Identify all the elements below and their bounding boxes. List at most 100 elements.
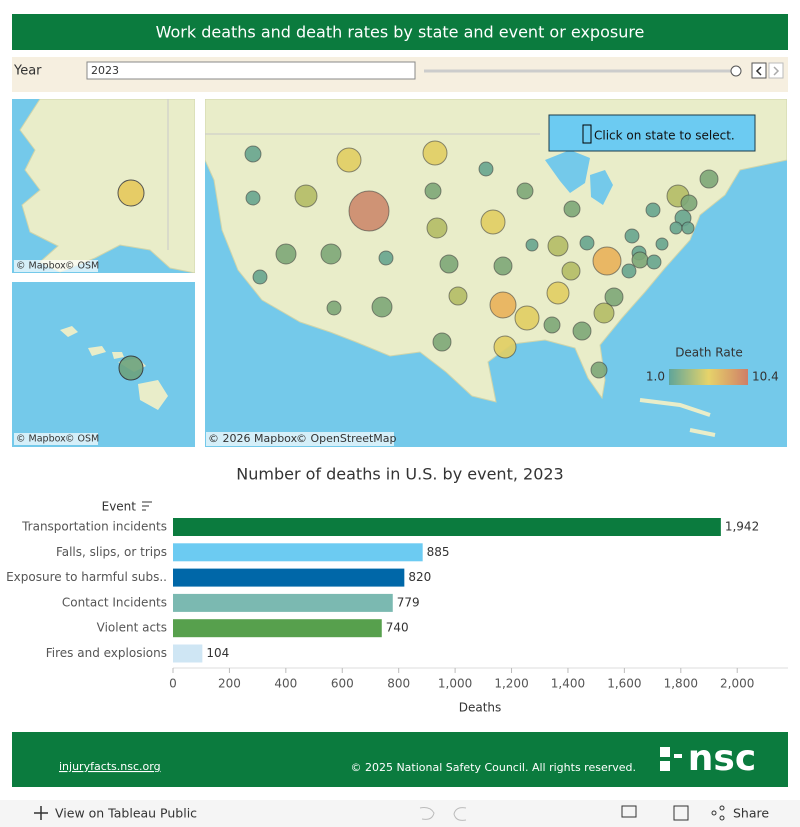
state-bubble (516, 182, 534, 200)
y-axis-title: Event (102, 500, 137, 514)
state-bubble (561, 261, 581, 281)
state-bubble (275, 243, 297, 265)
legend-title: Death Rate (675, 346, 743, 360)
share-button[interactable]: Share (733, 806, 769, 821)
state-bubble (547, 235, 569, 257)
year-value: 2023 (91, 64, 119, 77)
state-bubble (543, 316, 561, 334)
y-tick-label: Falls, slips, or trips (56, 545, 167, 559)
state-bubble (348, 190, 390, 232)
state-bubble (655, 237, 669, 251)
state-bubble (252, 269, 268, 285)
year-dropdown[interactable] (86, 61, 416, 80)
footer-logo: nsc (688, 738, 756, 779)
y-tick-label: Violent acts (97, 621, 167, 635)
state-bubble (426, 217, 448, 239)
y-tick-label: Exposure to harmful subs.. (6, 570, 167, 584)
next-button[interactable] (768, 62, 784, 79)
y-tick-label: Contact Incidents (62, 595, 167, 609)
x-tick-label: 1,800 (664, 677, 698, 691)
bar (173, 593, 393, 612)
x-tick-label: 1,400 (551, 677, 585, 691)
state-bubble (680, 194, 698, 212)
state-bubble (593, 302, 615, 324)
x-tick-label: 400 (274, 677, 297, 691)
value-label: 104 (206, 646, 229, 660)
map-credit: © OpenStreetMap (296, 432, 397, 445)
state-bubble (439, 254, 459, 274)
x-tick-label: 1,600 (607, 677, 641, 691)
state-bubble (604, 287, 624, 307)
legend-max: 10.4 (752, 370, 779, 384)
state-bubble (590, 361, 608, 379)
view-on-public[interactable]: View on Tableau Public (55, 806, 197, 821)
state-bubble (645, 202, 661, 218)
state-bubble (681, 221, 695, 235)
header-bar (12, 14, 788, 50)
footer-link[interactable]: injuryfacts.nsc.org (59, 760, 161, 773)
state-bubble (448, 286, 468, 306)
filter-label: Year (13, 64, 42, 79)
us-map[interactable] (205, 99, 787, 447)
x-tick-label: 0 (169, 677, 177, 691)
state-bubble (336, 147, 362, 173)
map-credit: © OSM (65, 261, 99, 272)
x-tick-label: 800 (387, 677, 410, 691)
state-bubble (493, 256, 513, 276)
y-tick-label: Transportation incidents (21, 520, 167, 534)
state-bubble (478, 161, 494, 177)
state-bubble (245, 190, 261, 206)
bar (173, 644, 203, 663)
tooltip-text: Click on state to select. (594, 129, 735, 143)
bar (173, 543, 423, 562)
state-bubble (669, 221, 683, 235)
prev-button[interactable] (751, 62, 767, 79)
state-bubble (480, 209, 506, 235)
map-credit: © Mapbox (16, 261, 66, 272)
x-tick-label: 600 (331, 677, 354, 691)
state-bubble (371, 296, 393, 318)
state-bubble (621, 263, 637, 279)
map-credit: © Mapbox (16, 434, 66, 445)
state-bubble (592, 246, 622, 276)
x-tick-label: 1,200 (494, 677, 528, 691)
state-bubble (326, 300, 342, 316)
toolbar (0, 800, 800, 827)
state-bubble (514, 305, 540, 331)
value-label: 820 (408, 570, 431, 584)
footer-bar (12, 732, 788, 787)
chart-title: Number of deaths in U.S. by event, 2023 (236, 465, 563, 484)
bar (173, 518, 721, 536)
header-title: Work deaths and death rates by state and… (156, 23, 645, 42)
state-bubble (631, 251, 649, 269)
map-credit: © OSM (65, 434, 99, 445)
value-label: 779 (397, 595, 420, 609)
state-bubble (699, 169, 719, 189)
slider-handle[interactable] (730, 65, 742, 77)
map-credit: © 2026 Mapbox (208, 432, 298, 445)
legend-colorbar (669, 369, 748, 385)
state-bubble (422, 140, 448, 166)
x-axis-title: Deaths (459, 701, 502, 715)
x-tick-label: 2,000 (720, 677, 754, 691)
hawaii-map[interactable] (12, 282, 195, 447)
state-bubble (525, 238, 539, 252)
x-tick-label: 200 (218, 677, 241, 691)
value-label: 885 (427, 545, 450, 559)
bar (173, 568, 405, 587)
state-bubble (320, 243, 342, 265)
state-bubble (378, 250, 394, 266)
state-bubble (489, 291, 517, 319)
state-bubble (424, 182, 442, 200)
state-bubble (493, 335, 517, 359)
state-bubble (624, 228, 640, 244)
alaska-map[interactable] (12, 99, 195, 273)
value-label: 740 (386, 621, 409, 635)
state-bubble (646, 254, 662, 270)
state-bubble (563, 200, 581, 218)
legend-min: 1.0 (646, 370, 665, 384)
state-bubble (579, 235, 595, 251)
state-bubble (244, 145, 262, 163)
x-tick-label: 1,000 (438, 677, 472, 691)
